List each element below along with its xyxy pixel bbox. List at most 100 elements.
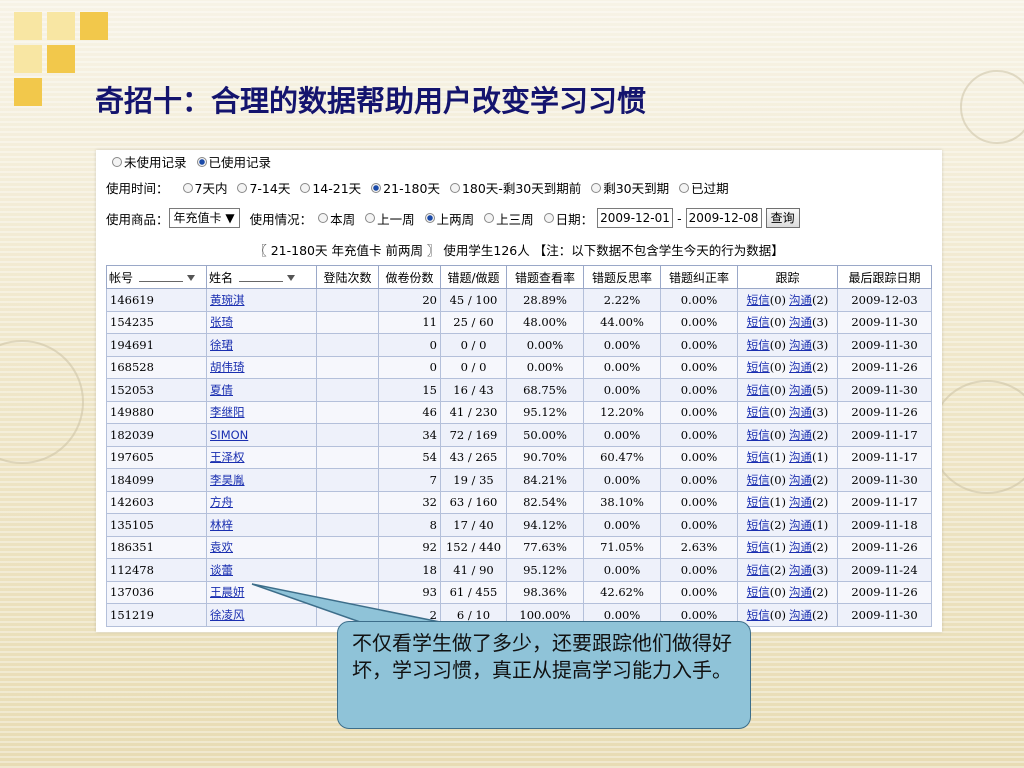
usage-option[interactable]: 上三周 <box>478 209 534 228</box>
radio-icon[interactable] <box>679 182 690 193</box>
sms-link[interactable]: 短信 <box>746 382 770 397</box>
student-name-link[interactable]: 王晨妍 <box>210 585 245 600</box>
time-option[interactable]: 已过期 <box>673 178 729 197</box>
radio-icon[interactable] <box>371 182 382 193</box>
student-name-link[interactable]: 王泽权 <box>210 450 245 465</box>
column-header[interactable]: 跟踪 <box>737 265 838 289</box>
query-button[interactable]: 查询 <box>765 208 800 228</box>
product-select[interactable]: 年充值卡 ▼ <box>168 208 240 228</box>
radio-icon[interactable] <box>365 213 376 223</box>
date-to-input[interactable]: 2009-12-08 <box>685 208 762 228</box>
cell-value: 0.00% <box>526 360 564 375</box>
student-name-link[interactable]: 张琦 <box>210 315 233 330</box>
time-option[interactable]: 21-180天 <box>365 178 440 197</box>
column-header[interactable]: 做卷份数 <box>378 265 441 289</box>
column-header[interactable]: 错题纠正率 <box>660 265 738 289</box>
student-name-link[interactable]: 黄琬淇 <box>210 292 245 307</box>
talk-link[interactable]: 沟通 <box>789 562 812 577</box>
talk-link[interactable]: 沟通 <box>789 405 812 420</box>
talk-link[interactable]: 沟通 <box>789 495 812 510</box>
time-option[interactable]: 剩30天到期 <box>585 178 669 197</box>
usage-option[interactable]: 日期： <box>538 209 593 228</box>
talk-link[interactable]: 沟通 <box>789 607 812 622</box>
filter-input[interactable] <box>239 271 284 282</box>
cell-date: 2009-11-30 <box>837 310 932 334</box>
table-row: 112478 谈蕾 18 41 / 90 95.12% 0.00% 0.00% 短信(2) 沟通… <box>106 558 932 582</box>
cell-value: 0.00% <box>603 427 641 442</box>
sms-link[interactable]: 短信 <box>746 315 770 330</box>
column-header[interactable]: 错题/做题 <box>440 265 507 289</box>
radio-icon[interactable] <box>424 213 435 223</box>
talk-count: (2) <box>812 585 829 600</box>
usage-option[interactable]: 本周 <box>312 209 355 228</box>
talk-link[interactable]: 沟通 <box>789 517 812 532</box>
student-name-link[interactable]: 袁欢 <box>210 540 233 555</box>
sms-link[interactable]: 短信 <box>746 427 770 442</box>
time-option[interactable]: 7天内 <box>177 178 227 197</box>
usage-option[interactable]: 上一周 <box>359 209 415 228</box>
sms-link[interactable]: 短信 <box>746 517 770 532</box>
radio-icon[interactable] <box>196 156 207 167</box>
filter-icon[interactable] <box>287 275 296 281</box>
column-header[interactable]: 最后跟踪日期 <box>837 265 932 289</box>
radio-icon[interactable] <box>112 156 122 167</box>
sms-link[interactable]: 短信 <box>746 337 770 352</box>
talk-link[interactable]: 沟通 <box>789 360 812 375</box>
talk-link[interactable]: 沟通 <box>789 472 812 487</box>
radio-icon[interactable] <box>543 213 554 223</box>
column-header[interactable]: 帐号 <box>106 265 207 289</box>
sms-link[interactable]: 短信 <box>746 360 770 375</box>
student-name-link[interactable]: 胡伟琦 <box>210 360 245 375</box>
table-row: 182039 SIMON 34 72 / 169 50.00% 0.00% 0.00% 短信(… <box>106 423 932 447</box>
record-option[interactable]: 已使用记录 <box>191 152 271 171</box>
sms-link[interactable]: 短信 <box>746 405 770 420</box>
sms-link[interactable]: 短信 <box>746 585 770 600</box>
column-header[interactable]: 错题查看率 <box>506 265 584 289</box>
column-header[interactable]: 错题反思率 <box>583 265 661 289</box>
student-name-link[interactable]: SIMON <box>210 427 249 442</box>
sms-link[interactable]: 短信 <box>746 607 770 622</box>
talk-link[interactable]: 沟通 <box>789 585 812 600</box>
talk-link[interactable]: 沟通 <box>789 382 812 397</box>
radio-icon[interactable] <box>449 182 460 193</box>
talk-link[interactable]: 沟通 <box>789 540 812 555</box>
student-name-link[interactable]: 方舟 <box>210 495 233 510</box>
radio-icon[interactable] <box>237 182 248 193</box>
time-option[interactable]: 7-14天 <box>231 178 290 197</box>
time-option[interactable]: 180天-剩30天到期前 <box>444 178 581 197</box>
talk-link[interactable]: 沟通 <box>789 427 812 442</box>
student-name-link[interactable]: 李继阳 <box>210 405 245 420</box>
usage-option[interactable]: 上两周 <box>419 209 474 228</box>
sms-link[interactable]: 短信 <box>746 540 770 555</box>
talk-link[interactable]: 沟通 <box>789 292 812 307</box>
sms-link[interactable]: 短信 <box>746 450 770 465</box>
column-header[interactable]: 登陆次数 <box>316 265 379 289</box>
talk-link[interactable]: 沟通 <box>789 315 812 330</box>
student-name-link[interactable]: 谈蕾 <box>210 562 233 577</box>
sms-link[interactable]: 短信 <box>746 292 770 307</box>
talk-link[interactable]: 沟通 <box>789 450 812 465</box>
filter-icon[interactable] <box>187 275 196 281</box>
radio-icon[interactable] <box>484 213 495 223</box>
student-name-link[interactable]: 徐凌风 <box>210 607 245 622</box>
date-from-input[interactable]: 2009-12-01 <box>597 208 674 228</box>
cell-correct: 0.00% <box>660 603 738 627</box>
student-name-link[interactable]: 夏倩 <box>210 382 233 397</box>
student-name-link[interactable]: 林梓 <box>210 517 233 532</box>
time-option[interactable]: 14-21天 <box>294 178 361 197</box>
student-name-link[interactable]: 李昊胤 <box>210 472 245 487</box>
cell-value: 46 <box>422 405 437 420</box>
sms-link[interactable]: 短信 <box>746 562 770 577</box>
radio-icon[interactable] <box>318 213 329 223</box>
record-option[interactable]: 未使用记录 <box>106 152 187 171</box>
filter-input[interactable] <box>139 271 184 282</box>
radio-icon[interactable] <box>300 182 311 193</box>
talk-link[interactable]: 沟通 <box>789 337 812 352</box>
sms-link[interactable]: 短信 <box>746 472 770 487</box>
radio-icon[interactable] <box>182 182 193 193</box>
student-name-link[interactable]: 徐珺 <box>210 337 233 352</box>
radio-icon[interactable] <box>591 182 602 193</box>
column-header[interactable]: 姓名 <box>206 265 317 289</box>
cell-ratio: 61 / 455 <box>440 580 507 604</box>
sms-link[interactable]: 短信 <box>746 495 770 510</box>
